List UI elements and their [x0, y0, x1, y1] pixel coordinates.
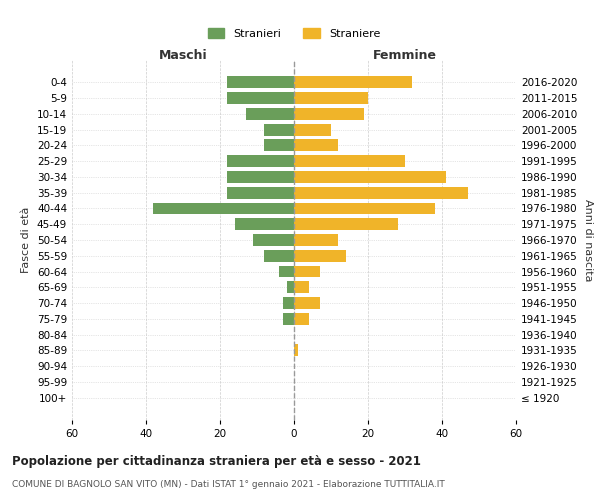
- Bar: [265, 250, 294, 262]
- Bar: [294, 140, 338, 151]
- Bar: [294, 218, 398, 230]
- Bar: [227, 187, 294, 198]
- Bar: [294, 202, 434, 214]
- Bar: [235, 218, 294, 230]
- Bar: [265, 124, 294, 136]
- Y-axis label: Anni di nascita: Anni di nascita: [583, 198, 593, 281]
- Bar: [294, 187, 468, 198]
- Bar: [294, 171, 446, 183]
- Bar: [294, 76, 412, 88]
- Bar: [154, 202, 294, 214]
- Bar: [227, 76, 294, 88]
- Bar: [294, 297, 320, 309]
- Bar: [294, 124, 331, 136]
- Bar: [287, 282, 294, 293]
- Bar: [294, 234, 338, 246]
- Bar: [294, 108, 364, 120]
- Bar: [227, 92, 294, 104]
- Bar: [294, 344, 298, 356]
- Bar: [283, 313, 294, 325]
- Bar: [294, 313, 309, 325]
- Bar: [294, 155, 405, 167]
- Bar: [294, 250, 346, 262]
- Text: COMUNE DI BAGNOLO SAN VITO (MN) - Dati ISTAT 1° gennaio 2021 - Elaborazione TUTT: COMUNE DI BAGNOLO SAN VITO (MN) - Dati I…: [12, 480, 445, 489]
- Legend: Stranieri, Straniere: Stranieri, Straniere: [202, 22, 386, 44]
- Bar: [294, 92, 368, 104]
- Bar: [294, 282, 309, 293]
- Bar: [227, 155, 294, 167]
- Bar: [227, 171, 294, 183]
- Bar: [253, 234, 294, 246]
- Text: Maschi: Maschi: [158, 49, 208, 62]
- Bar: [265, 140, 294, 151]
- Y-axis label: Fasce di età: Fasce di età: [22, 207, 31, 273]
- Bar: [246, 108, 294, 120]
- Text: Popolazione per cittadinanza straniera per età e sesso - 2021: Popolazione per cittadinanza straniera p…: [12, 455, 421, 468]
- Bar: [279, 266, 294, 278]
- Bar: [294, 266, 320, 278]
- Text: Femmine: Femmine: [373, 49, 437, 62]
- Bar: [283, 297, 294, 309]
